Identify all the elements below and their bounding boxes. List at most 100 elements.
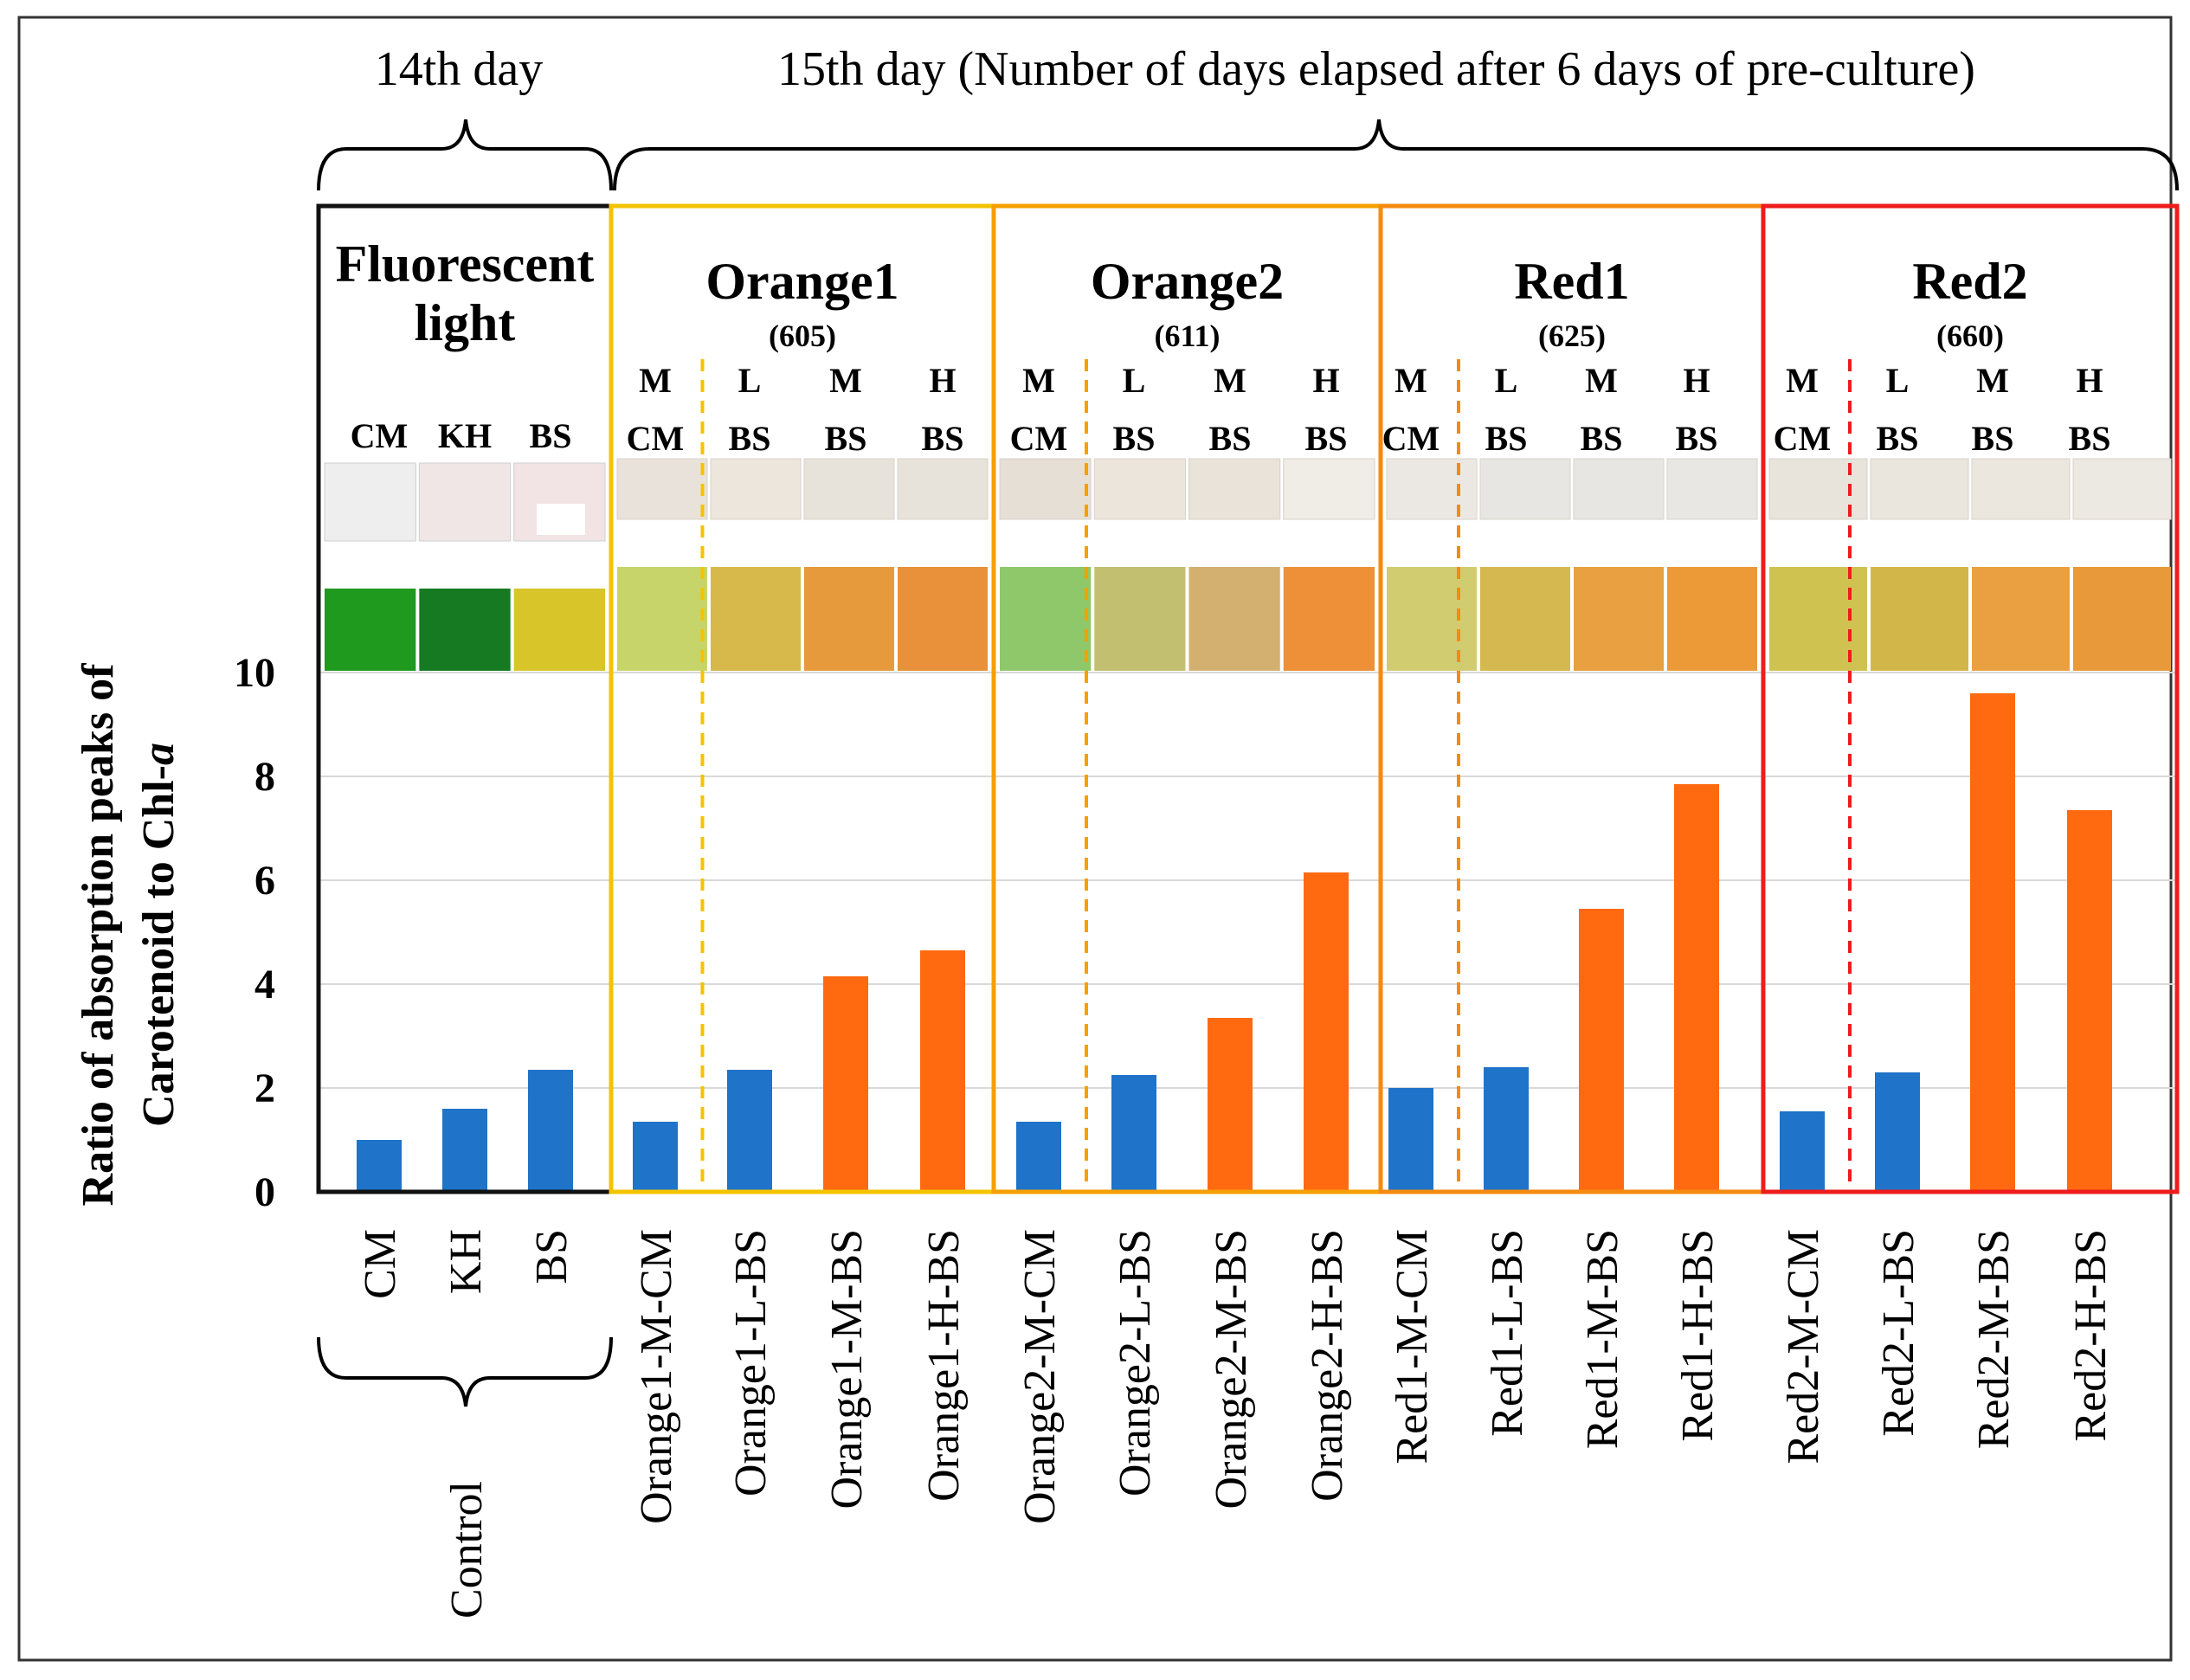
vial-cap [710,458,802,520]
medium-label: BS [2069,419,2111,458]
vial-cap [324,462,416,542]
vial-liquid [325,589,416,671]
scale-bar [537,504,585,535]
bar [442,1109,487,1192]
bar [1780,1111,1825,1192]
light-level-label: L [1886,361,1910,400]
medium-label: BS [825,419,867,458]
medium-label: KH [438,416,492,455]
light-level-label: M [829,361,862,400]
group-name: Red1 [1514,253,1629,310]
vial-liquid [1000,567,1092,671]
vial-cap [1093,458,1186,520]
light-level-label: H [1312,361,1339,400]
bar [1111,1075,1156,1192]
medium-label: BS [1676,419,1718,458]
group-box [1761,203,2180,1194]
vial-liquid [1188,567,1280,671]
y-axis-label-main: Carotenoid to Chl- [134,765,184,1127]
medium-label: BS [530,416,572,455]
light-level-label: L [1123,361,1146,400]
x-tick-label: Orange1-M-BS [822,1229,872,1509]
x-tick-label: Red1-H-BS [1673,1229,1723,1442]
group-name: Fluorescent [336,235,595,293]
vial-liquid [1667,567,1757,671]
vial-liquid [1972,567,2070,671]
y-tick-label: 8 [254,754,275,800]
bar [1875,1072,1920,1192]
y-tick-label: 2 [254,1065,275,1111]
light-level-label: L [1495,361,1518,400]
x-tick-label: Red2-H-BS [2066,1229,2116,1442]
group-name: Orange1 [705,253,899,310]
x-tick-label: Orange1-M-CM [632,1229,681,1524]
y-axis-label-italic: a [134,743,184,765]
light-level-label: L [738,361,762,400]
vial-cap [999,458,1092,520]
x-tick-label: CM [356,1229,405,1299]
vial-liquid [1094,567,1186,671]
group-box [316,203,614,1194]
vial-cap [418,462,512,542]
figure-border [17,16,2173,1662]
medium-label: BS [1305,419,1348,458]
x-tick-label: Red2-L-BS [1874,1229,1923,1437]
bar-layer [357,693,2112,1192]
group-name-line2: light [415,294,516,351]
vial-cap [1573,458,1665,520]
group-wavelength: (625) [1538,319,1606,353]
bar [727,1070,772,1192]
vial-cap [1666,458,1758,520]
light-level-label: H [2076,361,2103,400]
group-name: Red2 [1912,253,2027,310]
x-tick-label: Orange2-H-BS [1303,1229,1352,1502]
vial-cap [1971,458,2071,520]
vial-liquid [804,567,894,671]
bar [1484,1067,1529,1192]
medium-label: BS [922,419,964,458]
vial-liquid [617,567,707,671]
vial-liquid [1769,567,1867,671]
medium-label: CM [627,419,685,458]
medium-label: CM [1774,419,1832,458]
bar [2067,810,2112,1192]
group-wavelength: (605) [769,319,836,353]
vial-liquid [1480,567,1570,671]
header-day14: 14th day [375,42,543,96]
medium-label: BS [1485,419,1528,458]
brace-day15 [613,119,2179,191]
x-tick-label: Red1-M-CM [1388,1229,1437,1464]
x-tick-label: Red2-M-CM [1779,1229,1828,1464]
vial-liquid [1871,567,1968,671]
x-tick-layer: CM KH BS Orange1-M-CM Orange1-L-BS Orange1-M-… [356,1229,2116,1524]
medium-label: BS [1877,419,1919,458]
vial-cap [1479,458,1571,520]
vial-liquid [898,567,988,671]
light-level-label: H [1683,361,1710,400]
bar [920,950,965,1192]
bar [1304,872,1349,1192]
medium-label: BS [729,419,771,458]
light-level-label: M [1976,361,2009,400]
vial-liquid [1387,567,1477,671]
light-level-label: M [1395,361,1427,400]
vial-liquid [419,589,511,671]
medium-label: BS [1113,419,1156,458]
medium-label: CM [1382,419,1440,458]
vial-cap [1188,458,1281,520]
bar [1208,1018,1253,1192]
bar [823,976,868,1192]
light-level-label: M [1022,361,1055,400]
x-tick-label: Orange2-M-BS [1207,1229,1256,1509]
control-label: Control [442,1481,492,1619]
light-level-label: H [929,361,956,400]
vial-cap [1283,458,1375,520]
header-day15: 15th day (Number of days elapsed after 6… [777,42,1975,96]
brace-day14 [317,119,613,191]
y-tick-label: 0 [254,1169,275,1215]
vial-cap [2072,458,2172,520]
light-level-label: M [1214,361,1246,400]
y-axis-label-line1: Ratio of absorption peaks of [74,663,123,1207]
vial-liquid [711,567,801,671]
vial-liquid [1283,567,1375,671]
